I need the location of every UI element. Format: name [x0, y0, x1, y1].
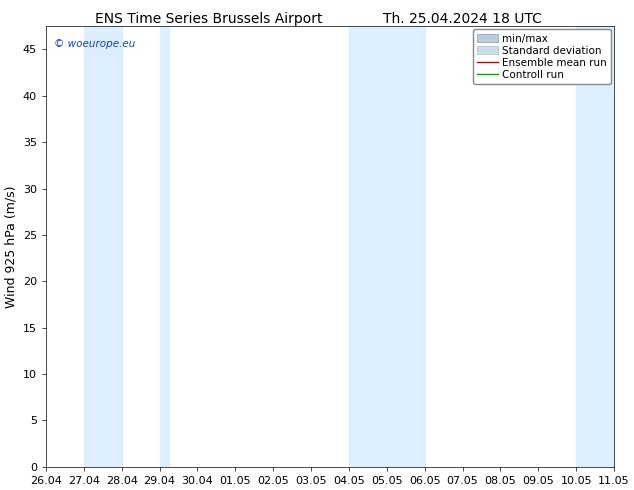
Text: Th. 25.04.2024 18 UTC: Th. 25.04.2024 18 UTC [384, 12, 542, 26]
Bar [349, 26, 425, 467]
Legend: min/max, Standard deviation, Ensemble mean run, Controll run: min/max, Standard deviation, Ensemble me… [473, 29, 611, 84]
Text: ENS Time Series Brussels Airport: ENS Time Series Brussels Airport [96, 12, 323, 26]
Bar [160, 26, 169, 467]
Bar [576, 26, 614, 467]
Bar [84, 26, 122, 467]
Y-axis label: Wind 925 hPa (m/s): Wind 925 hPa (m/s) [4, 185, 17, 308]
Text: © woeurope.eu: © woeurope.eu [55, 39, 136, 49]
